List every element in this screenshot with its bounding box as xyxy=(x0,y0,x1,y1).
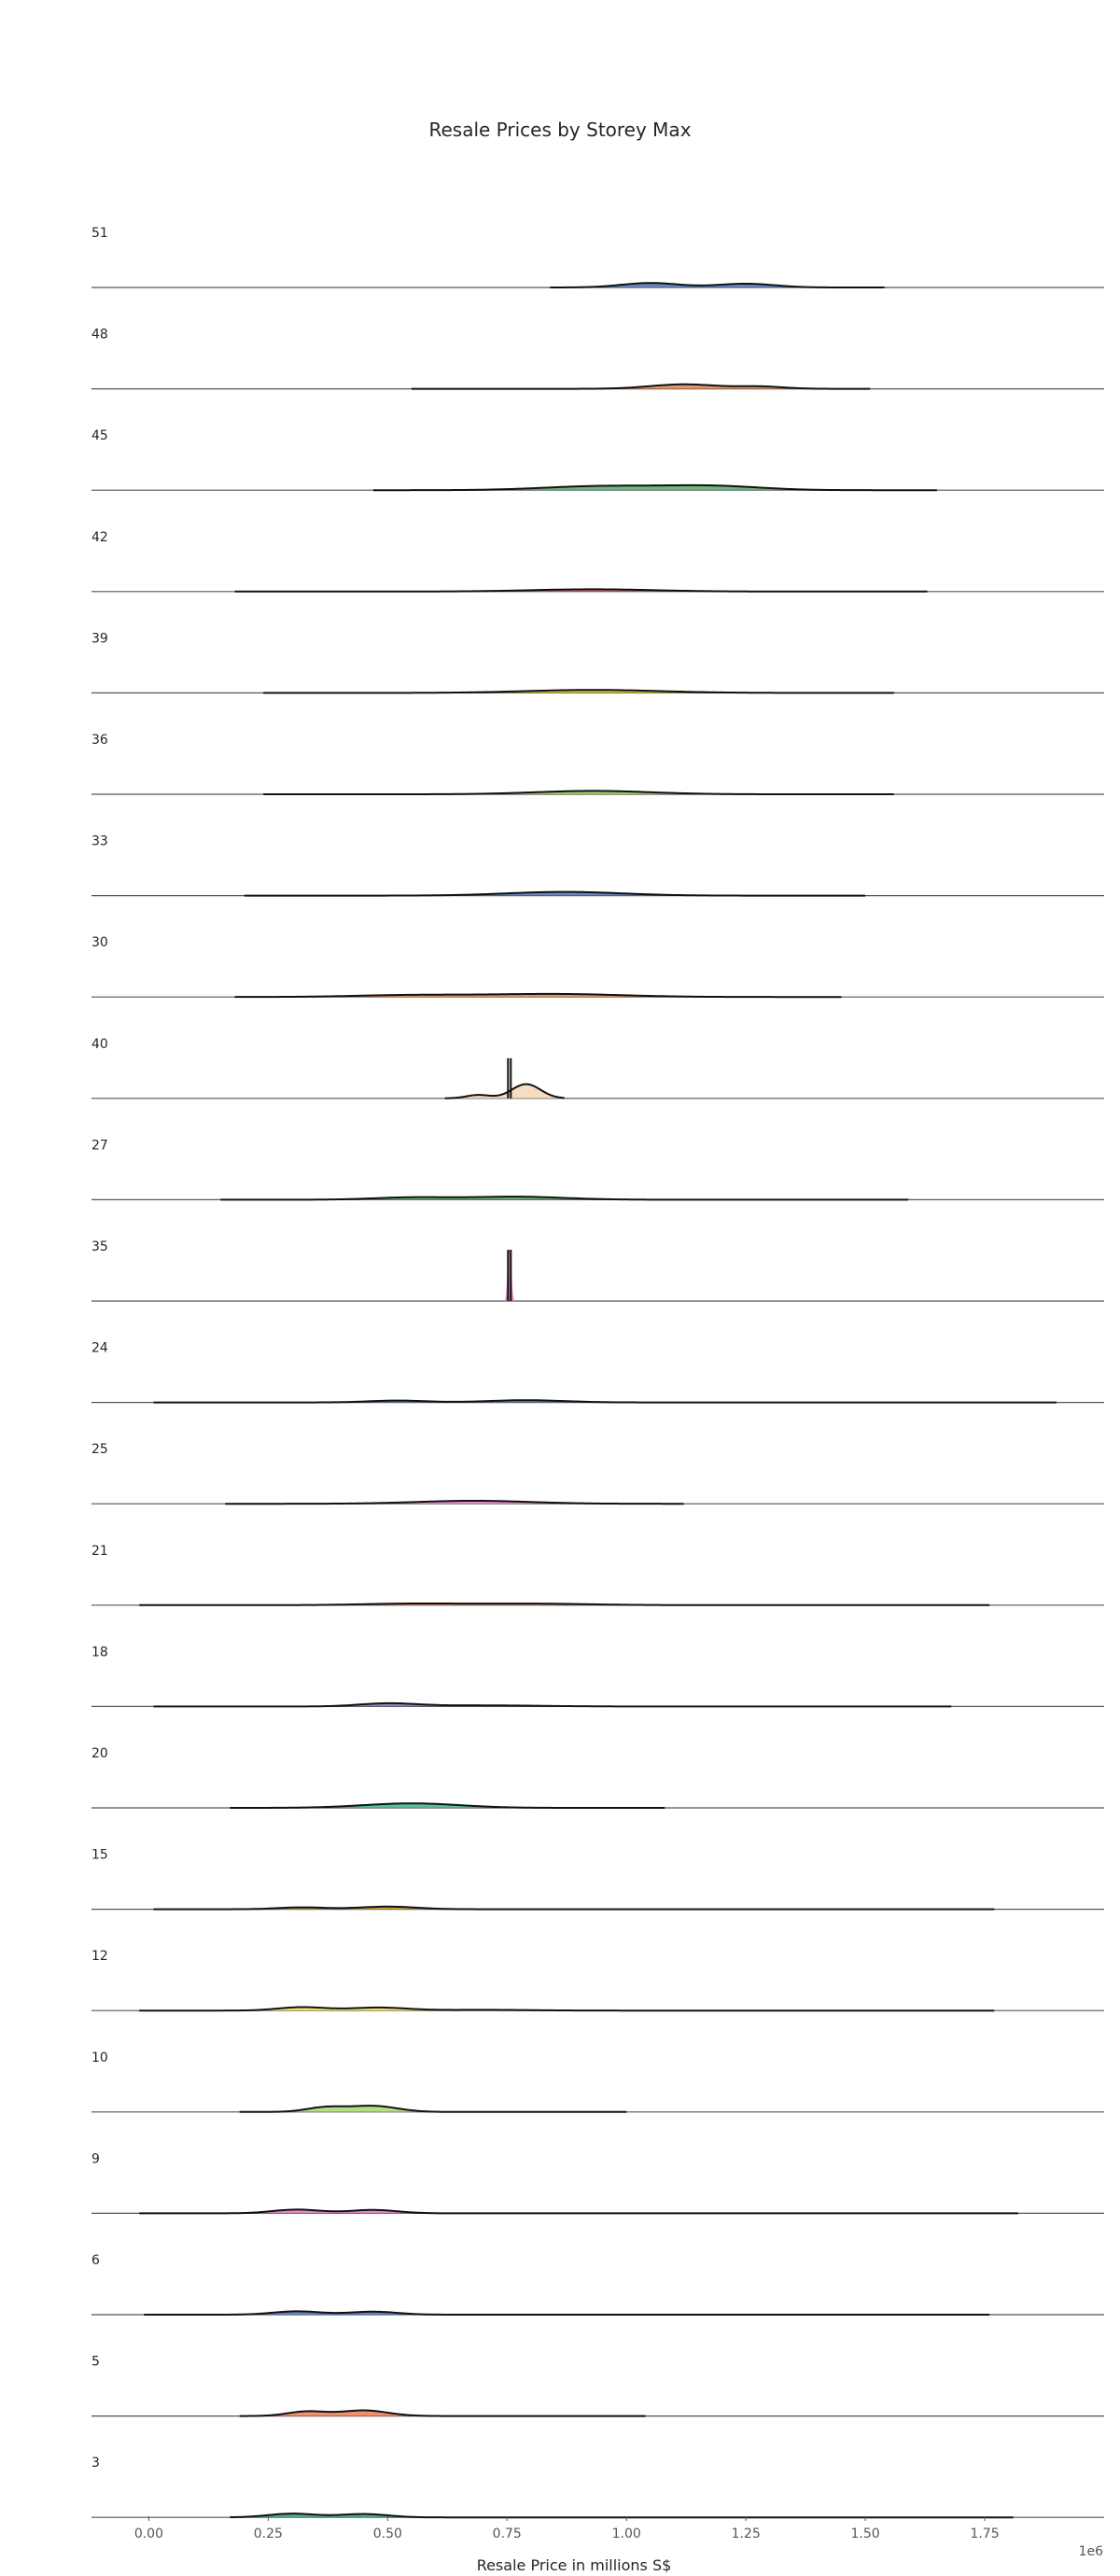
ridge-row: 30 xyxy=(91,935,1104,999)
row-label: 27 xyxy=(91,1138,108,1153)
ridge-row: 45 xyxy=(91,428,1104,492)
ridge-row: 40 xyxy=(91,1037,1104,1099)
density-outline xyxy=(263,689,894,694)
row-label: 30 xyxy=(91,935,108,950)
ridge-row: 12 xyxy=(91,1949,1104,2012)
row-label: 45 xyxy=(91,428,108,443)
row-label: 24 xyxy=(91,1341,108,1356)
ridge-row: 18 xyxy=(91,1645,1104,1708)
x-axis-label: Resale Price in millions S$ xyxy=(477,2556,672,2574)
ridge-row: 36 xyxy=(91,733,1104,795)
density-outline xyxy=(444,1083,565,1099)
density-fill xyxy=(263,690,894,693)
ridge-row: 10 xyxy=(91,2051,1104,2113)
density-fill xyxy=(234,589,928,592)
density-outline xyxy=(139,2208,1018,2215)
density-outline xyxy=(153,1905,995,1911)
density-fill xyxy=(153,1400,1057,1403)
density-outline xyxy=(244,890,866,897)
spike-fill xyxy=(504,1250,514,1301)
row-label: 20 xyxy=(91,1746,108,1761)
ridge-row: 6 xyxy=(91,2253,1104,2316)
density-outline xyxy=(263,790,894,795)
x-axis-offset-label: 1e6 xyxy=(1079,2544,1104,2559)
ridge-row: 5 xyxy=(91,2355,1104,2417)
row-label: 25 xyxy=(91,1442,108,1457)
density-outline xyxy=(153,1701,952,1708)
density-fill xyxy=(234,993,842,998)
density-outline xyxy=(550,282,885,288)
ridge-rows: 5148454239363330402735242521182015121096… xyxy=(91,226,1104,2519)
row-label: 15 xyxy=(91,1848,108,1863)
ridge-row: 48 xyxy=(91,328,1104,390)
density-outline xyxy=(373,483,937,492)
density-fill xyxy=(153,1906,995,1910)
row-label: 9 xyxy=(91,2151,100,2166)
row-label: 12 xyxy=(91,1949,108,1964)
x-tick-label: 0.00 xyxy=(134,2527,163,2541)
row-label: 18 xyxy=(91,1645,108,1659)
x-tick-label: 1.25 xyxy=(732,2527,761,2541)
ridge-row: 24 xyxy=(91,1341,1104,1404)
density-outline xyxy=(230,1802,665,1809)
ridge-row: 21 xyxy=(91,1544,1104,1606)
x-tick-label: 1.75 xyxy=(970,2527,999,2541)
ridge-row: 20 xyxy=(91,1746,1104,1809)
row-label: 3 xyxy=(91,2456,100,2471)
density-outline xyxy=(411,383,871,390)
ridge-row: 3 xyxy=(91,2456,1104,2519)
density-outline xyxy=(139,1602,990,1606)
x-tick-label: 0.25 xyxy=(254,2527,283,2541)
row-label: 35 xyxy=(91,1239,108,1254)
x-tick-label: 1.50 xyxy=(851,2527,880,2541)
density-fill xyxy=(444,1084,565,1099)
ridge-row: 15 xyxy=(91,1848,1104,1911)
x-tick-label: 0.50 xyxy=(373,2527,402,2541)
ridge-row: 27 xyxy=(91,1138,1104,1201)
density-outline xyxy=(234,992,842,999)
row-label: 48 xyxy=(91,328,108,343)
density-fill xyxy=(239,2106,627,2112)
density-outline xyxy=(144,2310,990,2316)
density-outline xyxy=(220,1196,909,1201)
density-outline xyxy=(239,2409,646,2417)
density-outline xyxy=(153,1399,1057,1404)
density-outline xyxy=(139,2006,995,2012)
row-label: 21 xyxy=(91,1544,108,1559)
ridge-row: 35 xyxy=(91,1239,1104,1302)
row-label: 51 xyxy=(91,226,108,241)
row-label: 10 xyxy=(91,2051,108,2065)
ridge-row: 25 xyxy=(91,1442,1104,1505)
x-axis: 0.00 0.25 0.50 0.75 1.00 1.25 1.50 1.75 xyxy=(134,2516,1000,2541)
density-fill xyxy=(263,791,894,794)
row-label: 40 xyxy=(91,1037,108,1052)
row-label: 39 xyxy=(91,631,108,646)
row-label: 33 xyxy=(91,834,108,849)
ridge-row: 42 xyxy=(91,530,1104,593)
density-outline xyxy=(239,2105,627,2113)
ridge-row: 33 xyxy=(91,834,1104,897)
density-outline xyxy=(230,2513,1014,2519)
density-fill xyxy=(144,2311,990,2315)
density-outline xyxy=(225,1500,684,1505)
x-tick-label: 0.75 xyxy=(493,2527,522,2541)
chart-title: Resale Prices by Storey Max xyxy=(428,119,691,141)
ridge-row: 9 xyxy=(91,2151,1104,2215)
ridge-row: 51 xyxy=(91,226,1104,288)
density-fill xyxy=(139,2007,995,2011)
density-fill xyxy=(244,891,866,896)
row-label: 6 xyxy=(91,2253,100,2268)
row-label: 42 xyxy=(91,530,108,545)
density-outline xyxy=(234,588,928,593)
row-label: 5 xyxy=(91,2355,100,2370)
ridge-row: 39 xyxy=(91,631,1104,694)
density-fill xyxy=(411,384,871,389)
row-label: 36 xyxy=(91,733,108,748)
x-tick-label: 1.00 xyxy=(612,2527,641,2541)
